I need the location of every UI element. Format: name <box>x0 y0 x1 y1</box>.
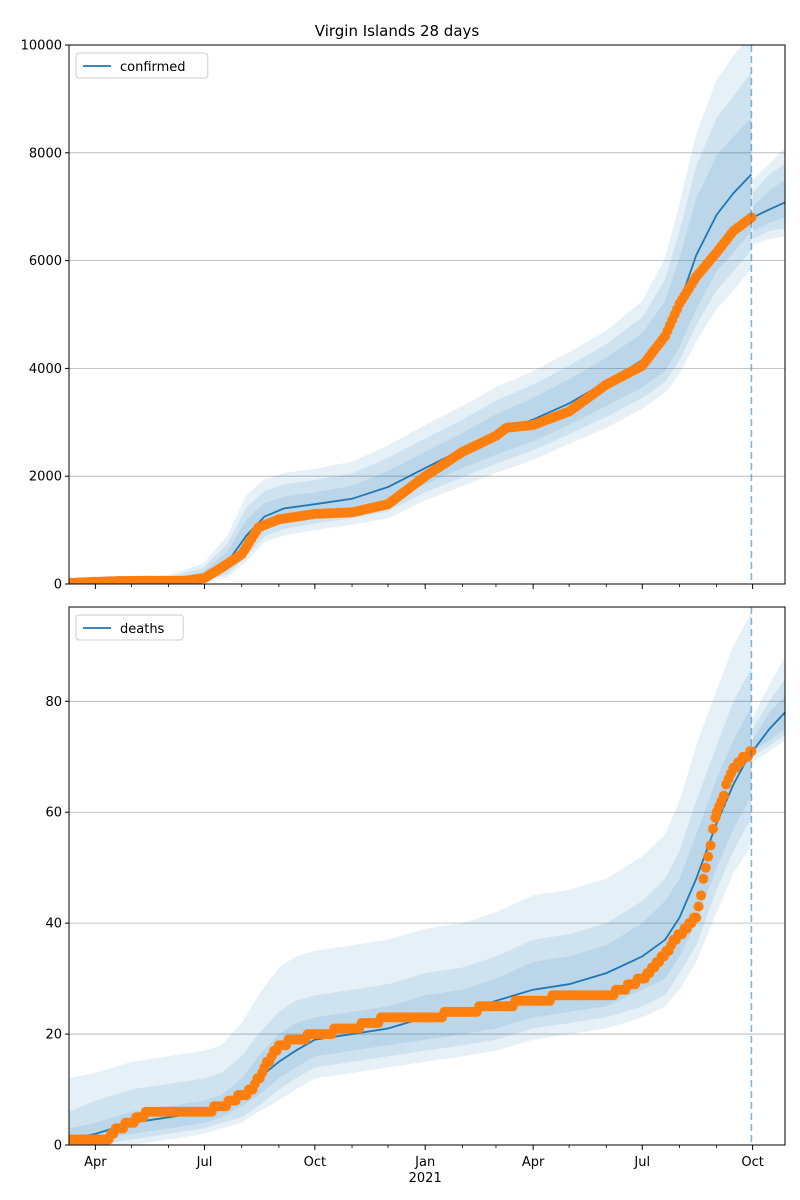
deaths-legend-label: deaths <box>120 622 165 637</box>
deaths-plot-area <box>69 612 785 1145</box>
deaths-band-1-1 <box>752 679 785 757</box>
confirmed-legend-box <box>75 52 209 79</box>
confirmed-model-line-1 <box>752 201 785 219</box>
x-tick-label-6: Oct <box>741 1155 763 1170</box>
deaths-y-tick-label-1: 20 <box>45 1028 62 1043</box>
x-tick-label-1: Jul <box>196 1155 213 1170</box>
x-tick-label-5: Jul <box>633 1155 650 1170</box>
deaths-observed-point-268 <box>693 901 704 912</box>
deaths-band-1-0 <box>69 668 752 1145</box>
confirmed-y-tick-label-1: 2000 <box>29 470 62 485</box>
x-tick-label-4: Apr <box>522 1155 545 1170</box>
x-tick-label-2: Oct <box>304 1155 326 1170</box>
deaths-observed-point-273 <box>705 840 716 851</box>
x-tick-label-0: Apr <box>84 1155 107 1170</box>
deaths-y-tick-label-0: 0 <box>54 1139 62 1154</box>
deaths-legend: deaths <box>75 614 184 641</box>
confirmed-y-tick-label-4: 8000 <box>29 146 62 161</box>
chart-title: Virgin Islands 28 days <box>315 22 480 40</box>
deaths-band-0-1 <box>752 695 785 752</box>
confirmed-y-tick-label-3: 6000 <box>29 254 62 269</box>
deaths-legend-box <box>75 614 184 641</box>
confirmed-band-0-1 <box>752 179 785 231</box>
deaths-band-2-0 <box>69 612 752 1145</box>
confirmed-panel: 0 2000 4000 6000 8000 10000 confirmed <box>21 39 786 593</box>
deaths-observed-point-279 <box>718 790 729 801</box>
deaths-y-tick-label-3: 60 <box>45 806 62 821</box>
confirmed-legend: confirmed <box>75 52 209 79</box>
confirmed-y-tick-label-5: 10000 <box>21 39 62 54</box>
deaths-y-tick-label-2: 40 <box>45 917 62 932</box>
confirmed-legend-label: confirmed <box>120 60 186 75</box>
deaths-model-line-1 <box>751 711 785 752</box>
confirmed-plot-area <box>69 45 785 584</box>
x-tick-label-3: Jan <box>414 1155 435 1170</box>
deaths-observed-series <box>69 746 757 1145</box>
confirmed-observed-series <box>69 212 757 584</box>
confirmed-observed-point-291 <box>746 212 757 223</box>
deaths-observed-point-274 <box>708 823 718 834</box>
confirmed-y-tick-label-0: 0 <box>54 578 62 593</box>
confirmed-axes-frame <box>68 44 786 585</box>
confirmed-band-1-1 <box>752 163 785 239</box>
deaths-observed-point-270 <box>698 873 709 884</box>
deaths-band-2-1 <box>752 656 785 763</box>
deaths-axes-frame <box>68 606 786 1146</box>
x-tick-year-label-3: 2021 <box>409 1171 442 1186</box>
confirmed-band-2-1 <box>752 147 785 245</box>
deaths-panel: 0 20 40 60 80 deaths <box>45 606 786 1154</box>
deaths-observed-point-267 <box>691 912 702 923</box>
confirmed-y-tick-label-2: 4000 <box>29 362 62 377</box>
deaths-y-tick-label-4: 80 <box>45 695 62 710</box>
deaths-observed-point-272 <box>703 851 714 862</box>
deaths-observed-point-269 <box>696 890 706 901</box>
deaths-observed-point-271 <box>700 862 711 873</box>
